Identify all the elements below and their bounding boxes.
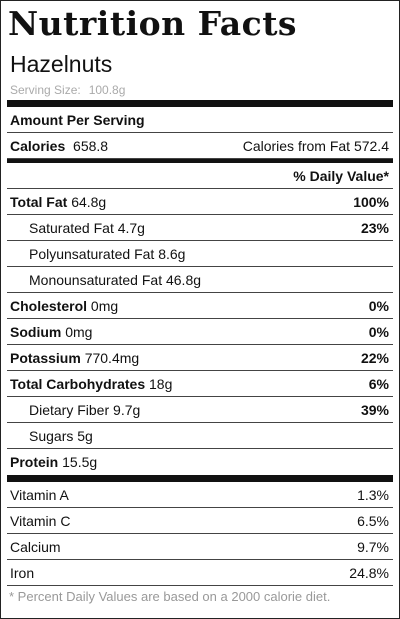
sodium-amount: 0mg <box>65 323 93 340</box>
thick-divider-vitamins <box>7 475 393 482</box>
total-carbohydrates-label: Total Carbohydrates <box>10 375 146 392</box>
monounsaturated-fat-cell: Monounsaturated Fat 46.8g <box>29 272 201 288</box>
dietary-fiber-amount: 9.7g <box>113 401 141 418</box>
thick-divider <box>7 100 393 107</box>
potassium-row: Potassium 770.4mg 22% <box>7 345 393 371</box>
total-fat-row: Total Fat 64.8g 100% <box>7 189 393 215</box>
calories-row: Calories 658.8 Calories from Fat 572.4 <box>7 133 393 159</box>
total-fat-label: Total Fat <box>10 193 68 210</box>
protein-amount: 15.5g <box>62 454 98 470</box>
polyunsaturated-fat-label: Polyunsaturated Fat <box>29 245 155 262</box>
vitamin-value: 6.5% <box>357 512 389 529</box>
vitamin-value: 9.7% <box>357 538 389 555</box>
sodium-dv: 0% <box>368 323 389 340</box>
polyunsaturated-fat-cell: Polyunsaturated Fat 8.6g <box>29 246 185 262</box>
protein-row: Protein 15.5g <box>7 449 393 475</box>
protein-cell: Protein 15.5g <box>10 454 97 470</box>
calories-from-fat-cell: Calories from Fat 572.4 <box>243 138 389 154</box>
total-carbohydrates-row: Total Carbohydrates 18g 6% <box>7 371 393 397</box>
potassium-cell: Potassium 770.4mg <box>10 350 139 366</box>
vitamin-label: Calcium <box>10 538 61 555</box>
vitamin-label: Vitamin C <box>10 512 71 529</box>
total-fat-dv: 100% <box>353 193 389 210</box>
calories-value: 658.8 <box>73 137 109 154</box>
label-title: Nutrition Facts <box>8 4 298 43</box>
cholesterol-cell: Cholesterol 0mg <box>10 298 118 314</box>
potassium-dv: 22% <box>360 349 389 366</box>
cholesterol-dv: 0% <box>368 297 389 314</box>
total-carbohydrates-amount: 18g <box>149 375 173 392</box>
total-carbohydrates-dv: 6% <box>368 375 389 392</box>
monounsaturated-fat-label: Monounsaturated Fat <box>29 271 163 288</box>
cholesterol-amount: 0mg <box>90 297 119 314</box>
vitamin-label: Iron <box>10 564 35 581</box>
sugars-label: Sugars <box>29 427 74 444</box>
potassium-label: Potassium <box>10 349 81 366</box>
food-name: Hazelnuts <box>10 51 113 77</box>
daily-value-header-row: % Daily Value* <box>7 163 393 189</box>
dietary-fiber-row: Dietary Fiber 9.7g 39% <box>7 397 393 423</box>
vitamin-row: Iron 24.8% <box>7 560 393 586</box>
serving-size-value: 100.8g <box>88 83 126 97</box>
sugars-row: Sugars 5g <box>7 423 393 449</box>
dietary-fiber-dv: 39% <box>360 401 389 418</box>
polyunsaturated-fat-row: Polyunsaturated Fat 8.6g <box>7 241 393 267</box>
serving-size: Serving Size: 100.8g <box>10 82 393 98</box>
vitamin-value: 1.3% <box>357 486 389 503</box>
cholesterol-label: Cholesterol <box>10 297 88 314</box>
daily-value-header: % Daily Value* <box>293 167 389 184</box>
dietary-fiber-label: Dietary Fiber <box>29 401 110 418</box>
medium-divider <box>7 159 393 163</box>
cholesterol-row: Cholesterol 0mg 0% <box>7 293 393 319</box>
potassium-amount: 770.4mg <box>84 349 140 366</box>
sugars-amount: 5g <box>77 427 93 444</box>
sodium-label: Sodium <box>10 323 62 340</box>
vitamin-row: Vitamin A 1.3% <box>7 482 393 508</box>
amount-per-serving-row: Amount Per Serving <box>7 107 393 133</box>
saturated-fat-amount: 4.7g <box>117 219 145 236</box>
saturated-fat-cell: Saturated Fat 4.7g <box>29 220 145 236</box>
vitamin-value: 24.8% <box>349 564 389 581</box>
polyunsaturated-fat-amount: 8.6g <box>158 245 186 262</box>
footnote: * Percent Daily Values are based on a 20… <box>9 589 331 604</box>
calories-cell: Calories 658.8 <box>10 138 108 154</box>
calories-from-fat-value: 572.4 <box>353 137 389 154</box>
sodium-cell: Sodium 0mg <box>10 324 92 340</box>
vitamin-label: Vitamin A <box>10 486 69 503</box>
calories-label: Calories <box>10 137 66 154</box>
vitamin-row: Vitamin C 6.5% <box>7 508 393 534</box>
dietary-fiber-cell: Dietary Fiber 9.7g <box>29 402 140 418</box>
monounsaturated-fat-amount: 46.8g <box>165 271 202 288</box>
serving-size-label: Serving Size: <box>10 83 81 97</box>
sodium-row: Sodium 0mg 0% <box>7 319 393 345</box>
monounsaturated-fat-row: Monounsaturated Fat 46.8g <box>7 267 393 293</box>
total-fat-cell: Total Fat 64.8g <box>10 194 106 210</box>
sugars-cell: Sugars 5g <box>29 428 93 444</box>
calories-from-fat-label: Calories from Fat <box>242 137 351 154</box>
amount-per-serving: Amount Per Serving <box>10 111 145 128</box>
protein-label: Protein <box>10 454 59 470</box>
saturated-fat-row: Saturated Fat 4.7g 23% <box>7 215 393 241</box>
vitamin-row: Calcium 9.7% <box>7 534 393 560</box>
saturated-fat-label: Saturated Fat <box>29 219 114 236</box>
total-carbohydrates-cell: Total Carbohydrates 18g <box>10 376 172 392</box>
saturated-fat-dv: 23% <box>360 219 389 236</box>
total-fat-amount: 64.8g <box>71 193 107 210</box>
